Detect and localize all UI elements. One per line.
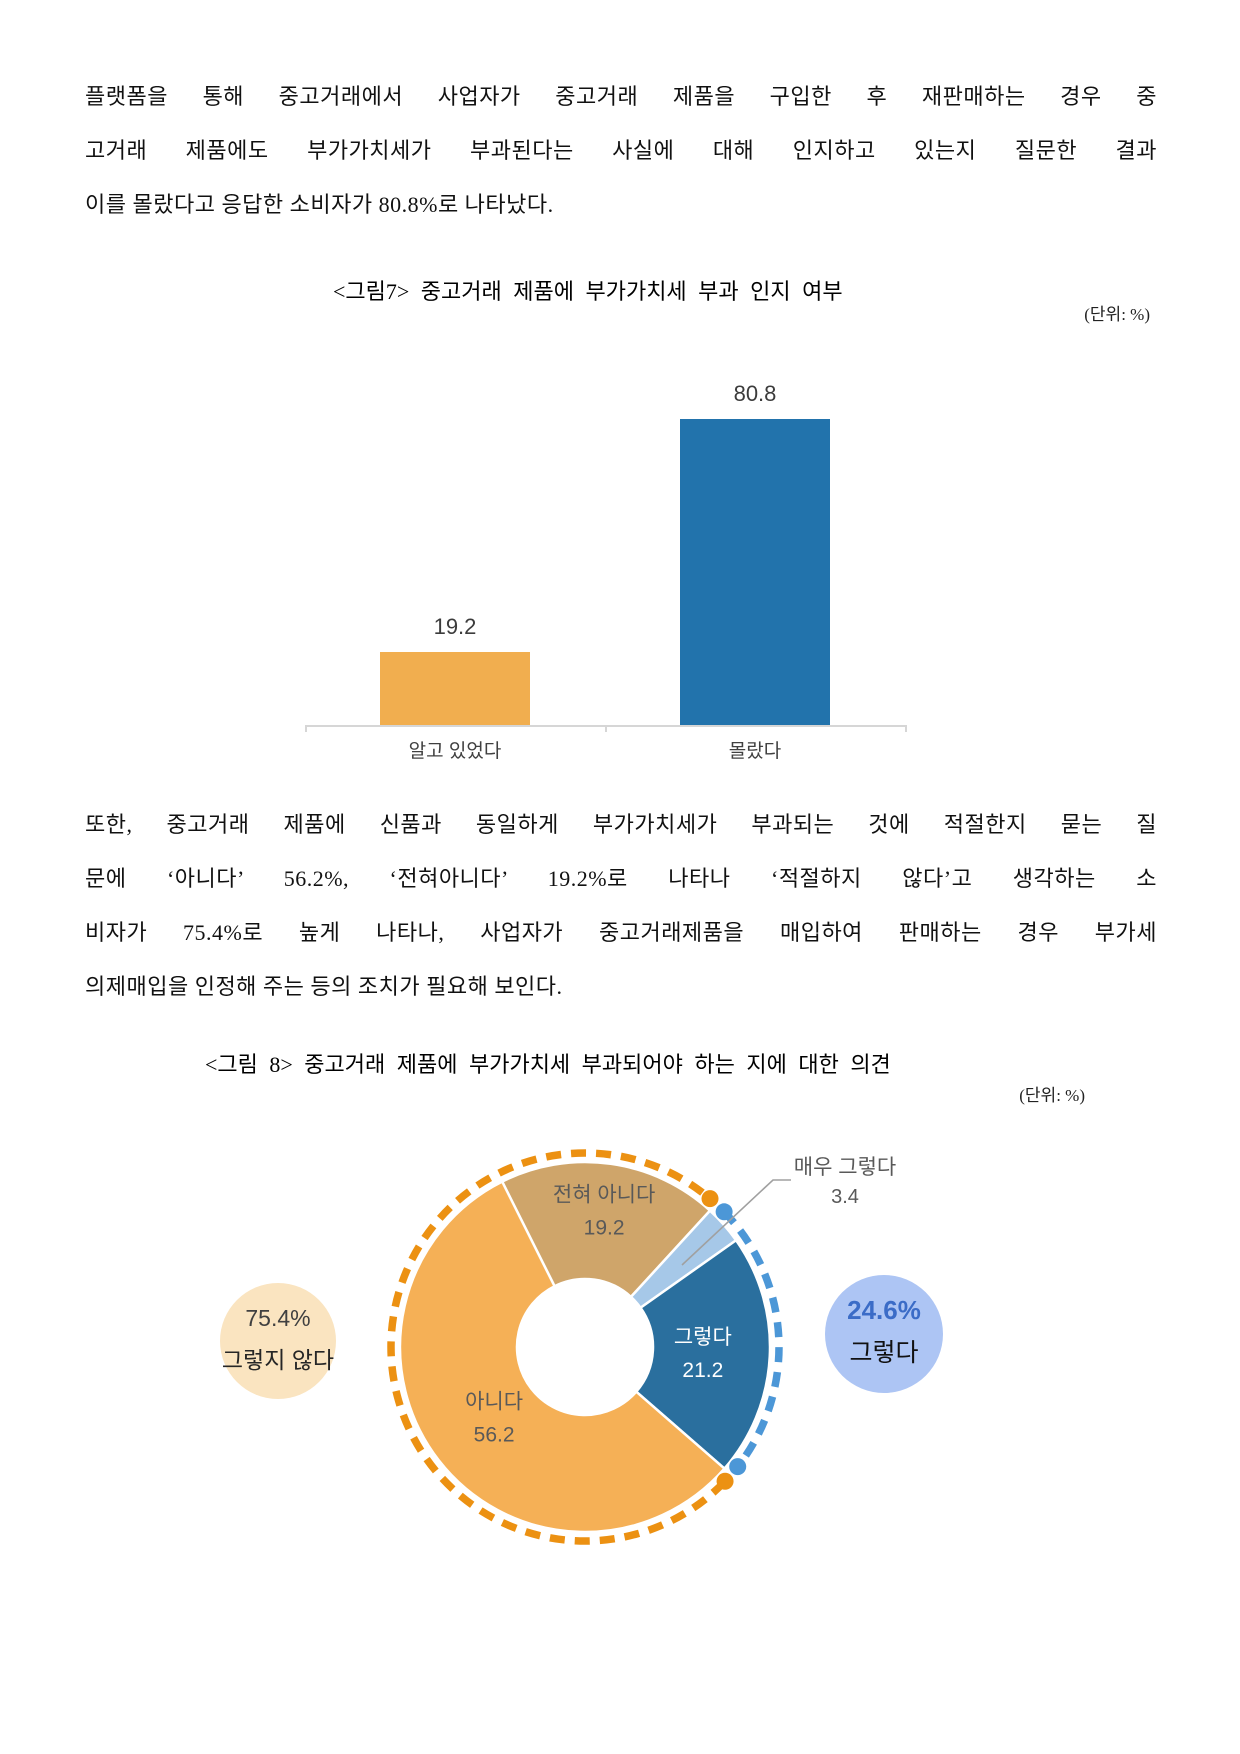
pie-callout-text: 매우 그렇다 [793,1156,897,1179]
pie-slice [635,1239,772,1470]
paragraph-line: 플랫폼을 통해 중고거래에서 사업자가 중고거래 제품을 구입한 후 재판매하는… [85,84,1157,109]
bar-value-label: 80.8 [733,381,777,406]
group-dashed-ring [387,1149,727,1545]
figure8-title: <그림 8> 중고거래 제품에 부가가치세 부과되어야 하는 지에 대한 의견 [205,1052,891,1077]
summary-bubble-positive: 24.6% 그렇다 [825,1275,943,1393]
summary-bubble-label: 그렇다 [849,1339,919,1367]
bar-value-label: 19.2 [433,614,477,639]
x-axis-tick [905,725,907,732]
summary-bubble-negative: 75.4% 그렇지 않다 [220,1283,336,1399]
figure7-title: <그림7> 중고거래 제품에 부가가치세 부과 인지 여부 [333,279,843,304]
pie-slice-value: 19.2 [584,1216,625,1239]
paragraph-line: 이를 몰랐다고 응답한 소비자가 80.8%로 나타났다. [85,192,554,217]
paragraph-line: 또한, 중고거래 제품에 신품과 동일하게 부가가치세가 부과되는 것에 적절한… [85,812,1157,837]
bar [380,652,530,725]
pie-slice-value: 21.2 [682,1359,723,1382]
x-axis-tick [305,725,307,732]
group-ring-dot [715,1203,733,1221]
pie-slice [398,1180,726,1534]
paragraph-line: 의제매입을 인정해 주는 등의 조치가 필요해 보인다. [85,974,563,999]
group-dashed-ring [721,1208,783,1469]
bar-category-label: 알고 있었다 [408,741,502,762]
body-paragraph-1: 플랫폼을 통해 중고거래에서 사업자가 중고거래 제품을 구입한 후 재판매하는… [85,70,1157,232]
figure8-unit-label: (단위: %) [1019,1086,1085,1105]
callout-leader-line [681,1179,791,1266]
summary-bubble-percent: 24.6% [847,1295,921,1325]
pie-slice-value: 56.2 [474,1423,515,1446]
paragraph-line: 문에 ‘아니다’ 56.2%, ‘전혀아니다’ 19.2%로 나타나 ‘적절하지… [85,866,1157,891]
paragraph-line: 고거래 제품에도 부가가치세가 부과된다는 사실에 대해 인지하고 있는지 질문… [85,138,1157,163]
pie-slice [500,1160,712,1299]
group-ring-dot [701,1190,719,1208]
figure7-unit-label: (단위: %) [1084,305,1150,324]
figure7-bar-chart: 19.2 알고 있었다 80.8 몰랐다 [0,0,1240,780]
pie-slice-label: 아니다 [465,1390,523,1413]
pie-slice-label: 그렇다 [674,1326,732,1349]
bar-category-label: 몰랐다 [728,741,782,762]
figure8-donut-chart: 전혀 아니다 19.2 그렇다 21.2 아니다 56.2 [387,1149,791,1545]
pie-callout-label: 매우 그렇다 3.4 [765,1151,925,1209]
pie-slice-label: 전혀 아니다 [553,1183,655,1206]
group-ring-dot [716,1472,734,1490]
summary-bubble-label: 그렇지 않다 [221,1347,335,1373]
body-paragraph-2: 또한, 중고거래 제품에 신품과 동일하게 부가가치세가 부과되는 것에 적절한… [85,798,1157,1014]
pie-callout-value: 3.4 [831,1186,859,1208]
x-axis-tick [605,725,607,732]
paragraph-line: 비자가 75.4%로 높게 나타나, 사업자가 중고거래제품을 매입하여 판매하… [85,920,1157,945]
bar [680,419,830,725]
group-ring-dot [729,1458,747,1476]
summary-bubble-percent: 75.4% [245,1305,311,1331]
